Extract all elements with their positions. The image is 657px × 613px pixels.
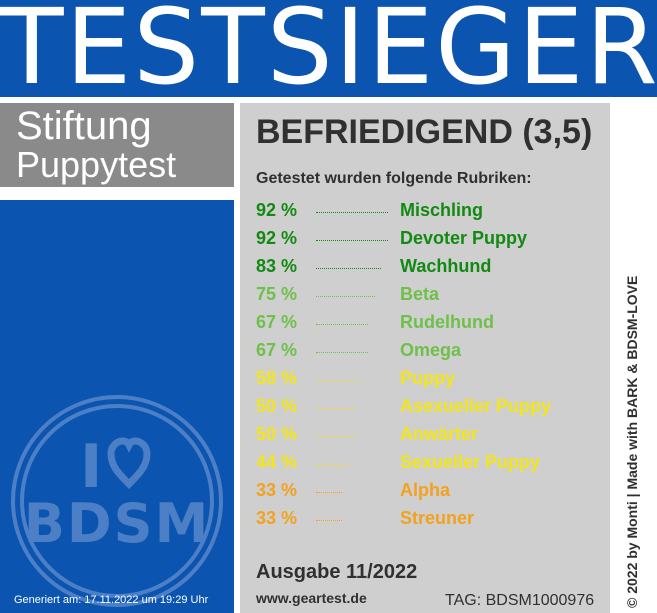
category-percent: 67 % (256, 340, 298, 360)
category-name: Wachhund (400, 256, 492, 276)
issue-label: Ausgabe 11/2022 (256, 561, 418, 583)
category-leader-dots (316, 520, 342, 521)
result-card (240, 103, 610, 613)
top-banner (0, 0, 657, 97)
category-percent: 33 % (256, 508, 298, 528)
organization-line-2: Puppytest (16, 144, 177, 185)
category-leader-dots (316, 492, 342, 493)
category-leader-dots (316, 268, 381, 269)
category-leader-dots (316, 352, 368, 353)
category-percent: 83 % (256, 256, 298, 276)
category-name: Alpha (400, 480, 451, 500)
verdict-heading: BEFRIEDIGEND (3,5) (256, 113, 593, 151)
category-leader-dots (316, 212, 388, 213)
website-link[interactable]: www.geartest.de (256, 590, 367, 606)
logo: I BDSM (11, 395, 223, 607)
category-percent: 92 % (256, 200, 298, 220)
banner-title: TESTSIEGER (0, 0, 657, 108)
category-percent: 92 % (256, 228, 298, 248)
category-name: Anwärter (400, 424, 479, 444)
copyright-strip (610, 103, 657, 613)
category-name: Sexueller Puppy (400, 452, 541, 472)
category-leader-dots (316, 408, 355, 409)
organization-box (0, 103, 234, 187)
tag-id: TAG: BDSM1000976 (445, 592, 595, 609)
copyright-text: © 2022 by Monti | Made with BARK & BDSM-… (624, 275, 640, 608)
category-leader-dots (316, 240, 388, 241)
category-leader-dots (316, 464, 350, 465)
category-name: Streuner (400, 508, 475, 528)
category-percent: 44 % (256, 452, 298, 472)
category-percent: 50 % (256, 424, 298, 444)
logo-bdsm: BDSM (24, 492, 211, 555)
heart-icon (107, 437, 151, 489)
category-leader-dots (316, 324, 368, 325)
banner-divider (0, 97, 657, 103)
category-percent: 33 % (256, 480, 298, 500)
category-name: Rudelhund (400, 312, 494, 332)
category-name: Mischling (400, 200, 484, 220)
panel-separator (234, 103, 240, 613)
category-percent: 75 % (256, 284, 298, 304)
category-name: Omega (400, 340, 462, 360)
category-leader-dots (316, 436, 355, 437)
category-percent: 50 % (256, 396, 298, 416)
category-percent: 67 % (256, 312, 298, 332)
category-percent: 58 % (256, 368, 298, 388)
generated-timestamp: Generiert am: 17.11.2022 um 19:29 Uhr (14, 594, 209, 606)
category-leader-dots (316, 380, 361, 381)
category-name: Asexueller Puppy (400, 396, 552, 416)
category-name: Puppy (400, 368, 456, 388)
categories-subtitle: Getestet wurden folgende Rubriken: (256, 170, 532, 187)
category-name: Beta (400, 284, 440, 304)
logo-i: I (80, 432, 102, 502)
category-name: Devoter Puppy (400, 228, 528, 248)
category-leader-dots (316, 296, 375, 297)
organization-line-1: Stiftung (16, 104, 152, 148)
